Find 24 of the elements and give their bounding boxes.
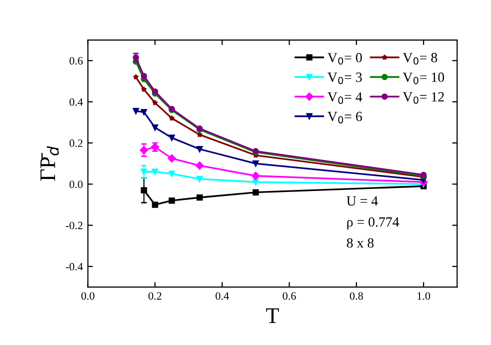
y-tick-label: 0.0 [70, 180, 83, 188]
annotation: U = 4 [346, 196, 378, 206]
x-tick-label: 1.0 [418, 292, 430, 300]
x-axis-title: T [266, 308, 279, 323]
legend-label: V$_{0}$= 10 [402, 72, 444, 84]
x-tick-label: 0.4 [216, 292, 229, 300]
y-tick-label: -0.4 [66, 262, 83, 270]
legend-label: V$_{0}$= 6 [328, 112, 362, 124]
annotation: 8 x 8 [346, 238, 374, 248]
x-tick-label: 0.6 [282, 292, 296, 300]
annotation: ρ = 0.774 [347, 217, 400, 230]
x-tick-label: 0.8 [350, 292, 363, 300]
y-tick-label: 0.2 [70, 139, 82, 147]
y-tick-label: -0.2 [66, 222, 82, 230]
legend-label: V$_{0}$= 4 [328, 92, 362, 104]
legend-label: V$_{0}$= 12 [402, 92, 444, 104]
y-axis-title: ΓP̄$_{d}$ [40, 146, 59, 181]
legend-label: V$_{0}$= 3 [328, 72, 362, 84]
y-tick-label: 0.4 [70, 98, 83, 106]
x-tick-label: 0.2 [148, 292, 162, 300]
legend-label: V$_{0}$= 8 [402, 52, 438, 65]
legend-label: V$_{0}$= 0 [328, 52, 362, 65]
y-tick-label: 0.6 [70, 57, 83, 65]
x-tick-label: 0.0 [81, 292, 94, 300]
